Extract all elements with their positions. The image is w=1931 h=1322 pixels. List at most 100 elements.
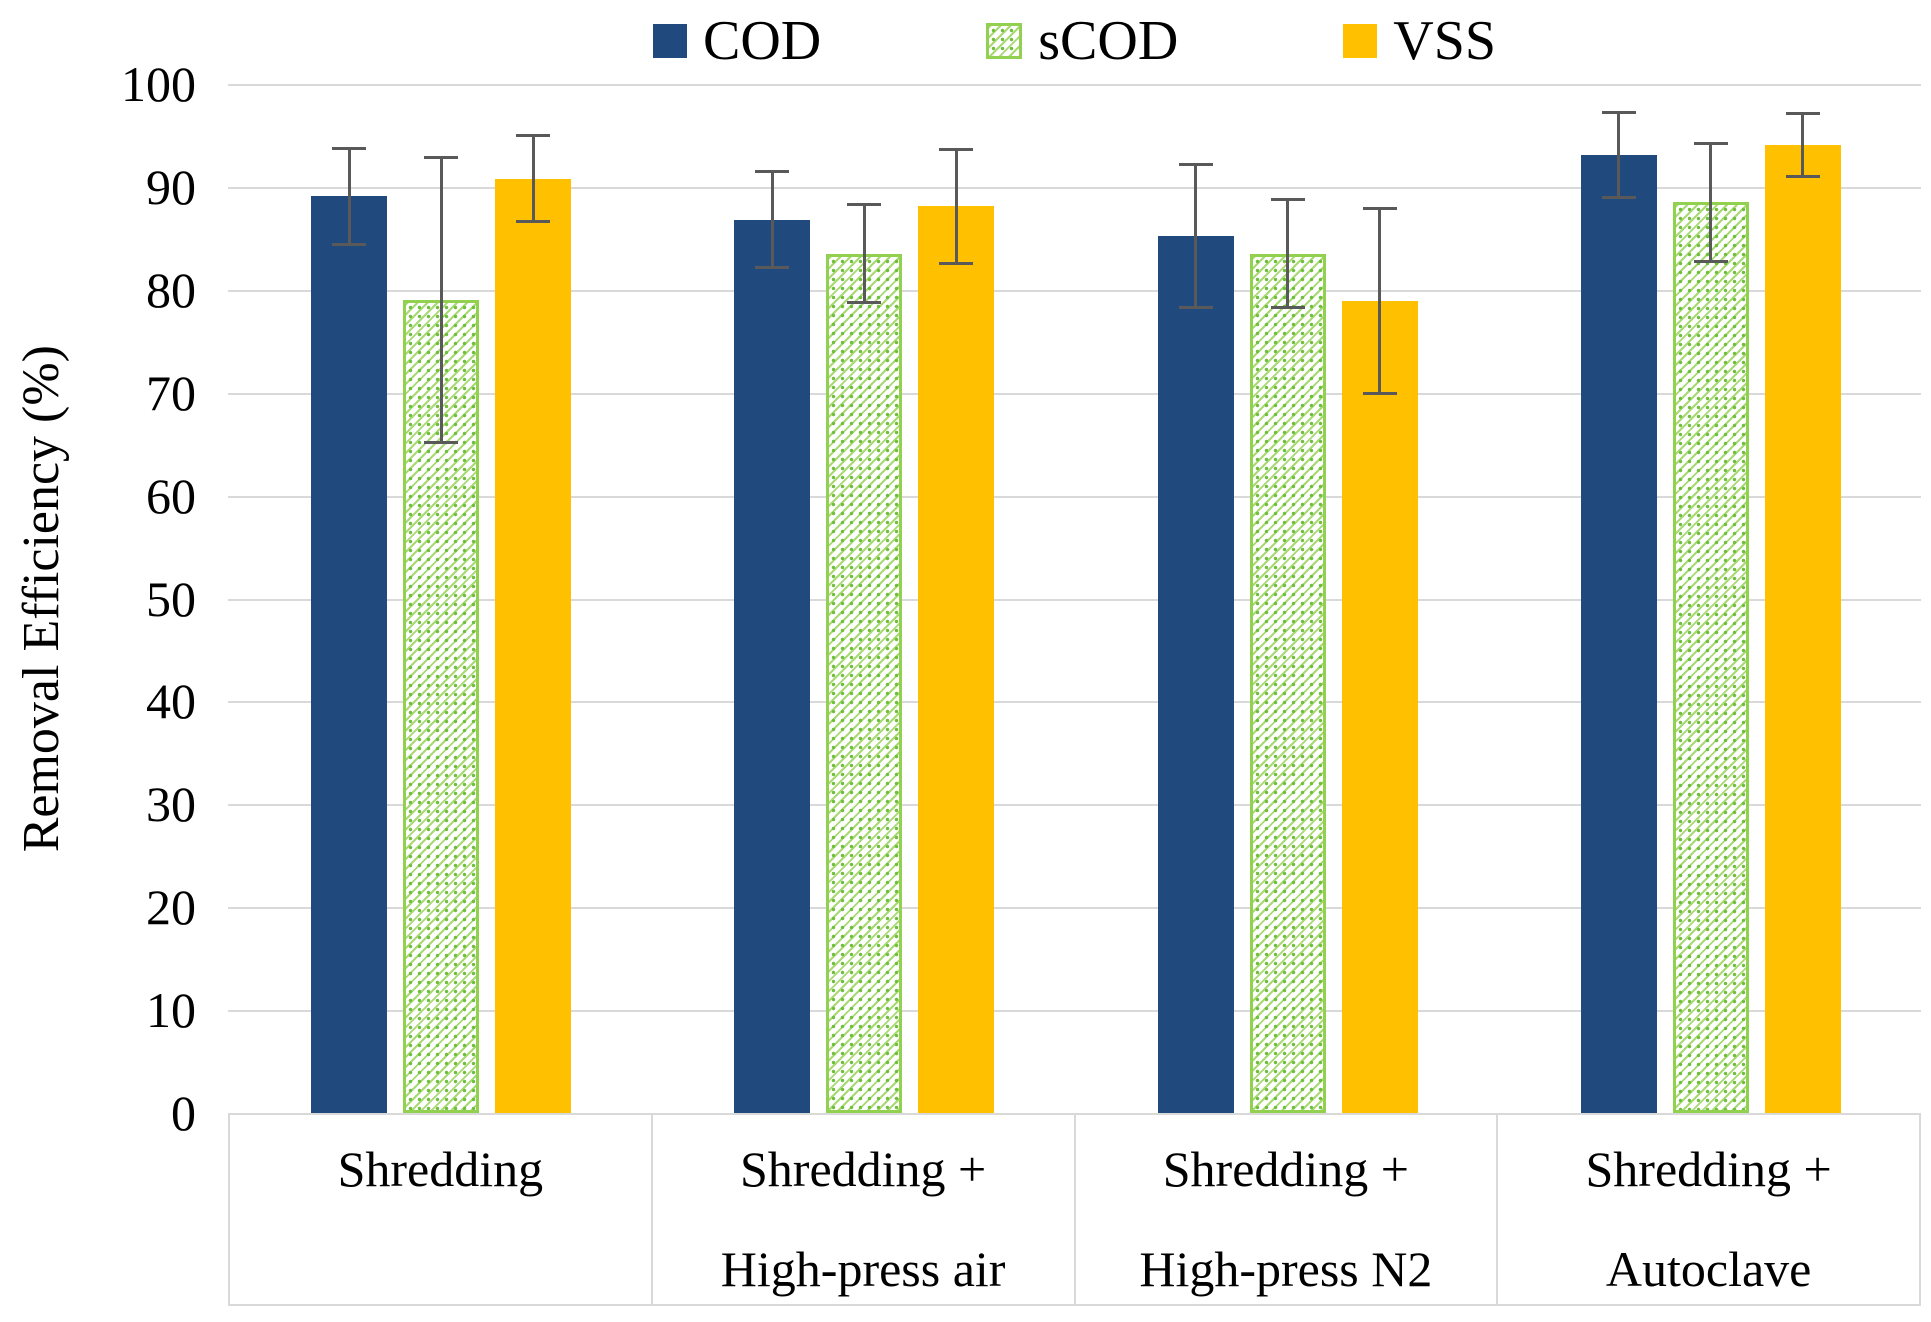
y-tick-label: 50 bbox=[146, 570, 196, 627]
error-bar bbox=[1178, 163, 1213, 310]
error-bar bbox=[1785, 111, 1820, 178]
gridline bbox=[228, 598, 1921, 601]
error-bar-cap bbox=[332, 146, 366, 150]
error-bar bbox=[1270, 198, 1305, 310]
gridline bbox=[228, 84, 1921, 86]
gridline bbox=[228, 289, 1921, 292]
error-bar-cap bbox=[1270, 198, 1305, 202]
error-bar-cap bbox=[1693, 260, 1728, 264]
error-bar-cap bbox=[1785, 174, 1820, 178]
scod-swatch-icon bbox=[986, 23, 1023, 59]
error-bar-cap bbox=[1693, 141, 1728, 145]
error-bar-cap bbox=[939, 147, 974, 151]
error-bar-line bbox=[531, 134, 535, 223]
error-bar-line bbox=[1378, 207, 1381, 395]
error-bar-line bbox=[862, 203, 866, 305]
error-bar-cap bbox=[1601, 196, 1636, 200]
gridline bbox=[228, 392, 1921, 395]
error-bar-cap bbox=[847, 301, 882, 305]
cod-bar bbox=[734, 219, 811, 1113]
error-bar bbox=[1693, 141, 1728, 264]
category-cell: Shredding + High-press N2 bbox=[1076, 1115, 1499, 1304]
error-bar bbox=[516, 134, 550, 223]
error-bar-cap bbox=[1601, 110, 1636, 114]
error-bar-cap bbox=[755, 170, 790, 174]
gridline bbox=[228, 804, 1921, 807]
category-label: Shredding + bbox=[1585, 1141, 1832, 1197]
error-bar-cap bbox=[1785, 111, 1820, 115]
legend-item-cod: COD bbox=[653, 6, 821, 76]
error-bar-cap bbox=[939, 262, 974, 266]
gridline bbox=[228, 701, 1921, 704]
y-tick-label: 20 bbox=[146, 879, 196, 936]
category-label: Shredding + bbox=[740, 1141, 987, 1197]
error-bar bbox=[1601, 110, 1636, 200]
category-label: High-press N2 bbox=[1139, 1241, 1433, 1297]
error-bar bbox=[424, 156, 458, 445]
category-label: Shredding bbox=[337, 1141, 544, 1197]
error-bar-cap bbox=[1270, 306, 1305, 310]
vss-bar bbox=[495, 178, 571, 1113]
error-bar-cap bbox=[1362, 207, 1397, 211]
error-bar-line bbox=[347, 146, 351, 246]
scod-bar bbox=[826, 253, 903, 1113]
error-bar bbox=[847, 203, 882, 305]
cod-bar bbox=[311, 196, 387, 1113]
category-label: High-press air bbox=[720, 1241, 1006, 1297]
error-bar-line bbox=[1709, 141, 1713, 264]
error-bar bbox=[755, 170, 790, 270]
gridline bbox=[228, 495, 1921, 498]
error-bar-line bbox=[954, 147, 958, 266]
error-bar bbox=[939, 147, 974, 266]
cod-bar bbox=[1157, 236, 1234, 1113]
category-cell: Shredding bbox=[230, 1115, 653, 1304]
y-tick-label: 40 bbox=[146, 673, 196, 730]
error-bar-cap bbox=[424, 441, 458, 445]
error-bar-cap bbox=[847, 203, 882, 207]
error-bar-line bbox=[1286, 198, 1289, 310]
error-bar bbox=[1362, 207, 1397, 395]
y-tick-label: 0 bbox=[171, 1085, 196, 1141]
legend-label-vss: VSS bbox=[1393, 10, 1496, 72]
x-axis-label-box: Shredding Shredding + High-press air Shredd… bbox=[228, 1113, 1921, 1306]
error-bar-line bbox=[1617, 110, 1621, 200]
gridline bbox=[228, 1010, 1921, 1013]
error-bar-line bbox=[1194, 163, 1197, 310]
error-bar-line bbox=[1801, 111, 1805, 178]
legend-item-scod: sCOD bbox=[986, 6, 1178, 76]
error-bar-cap bbox=[755, 266, 790, 270]
category-label: Shredding + bbox=[1162, 1141, 1409, 1197]
y-tick-label: 90 bbox=[146, 158, 196, 215]
error-bar-cap bbox=[424, 156, 458, 160]
cod-swatch-icon bbox=[653, 24, 687, 58]
category-label: Autoclave bbox=[1605, 1241, 1812, 1297]
category-cell: Shredding + Autoclave bbox=[1498, 1115, 1919, 1304]
legend-item-vss: VSS bbox=[1343, 6, 1496, 76]
vss-bar bbox=[1764, 144, 1841, 1113]
error-bar-cap bbox=[1178, 306, 1213, 310]
legend-label-cod: COD bbox=[703, 10, 822, 72]
error-bar-line bbox=[770, 170, 774, 270]
gridline bbox=[228, 186, 1921, 189]
error-bar-cap bbox=[1362, 391, 1397, 395]
y-tick-label: 10 bbox=[146, 982, 196, 1039]
category-cell: Shredding + High-press air bbox=[653, 1115, 1076, 1304]
error-bar-cap bbox=[516, 219, 550, 223]
y-tick-label: 60 bbox=[146, 467, 196, 524]
cod-bar bbox=[1580, 155, 1657, 1113]
y-tick-label: 100 bbox=[121, 56, 196, 112]
error-bar-cap bbox=[332, 242, 366, 246]
legend: COD sCOD VSS bbox=[228, 6, 1921, 76]
scod-bar bbox=[1249, 253, 1326, 1113]
vss-bar bbox=[918, 206, 995, 1113]
error-bar bbox=[332, 146, 366, 246]
y-tick-label: 80 bbox=[146, 261, 196, 318]
vss-bar bbox=[1341, 301, 1418, 1113]
y-tick-label: 70 bbox=[146, 364, 196, 421]
error-bar-line bbox=[439, 156, 443, 445]
y-tick-label: 30 bbox=[146, 776, 196, 833]
legend-label-scod: sCOD bbox=[1038, 10, 1179, 72]
error-bar-cap bbox=[516, 134, 550, 138]
error-bar-cap bbox=[1178, 163, 1213, 167]
